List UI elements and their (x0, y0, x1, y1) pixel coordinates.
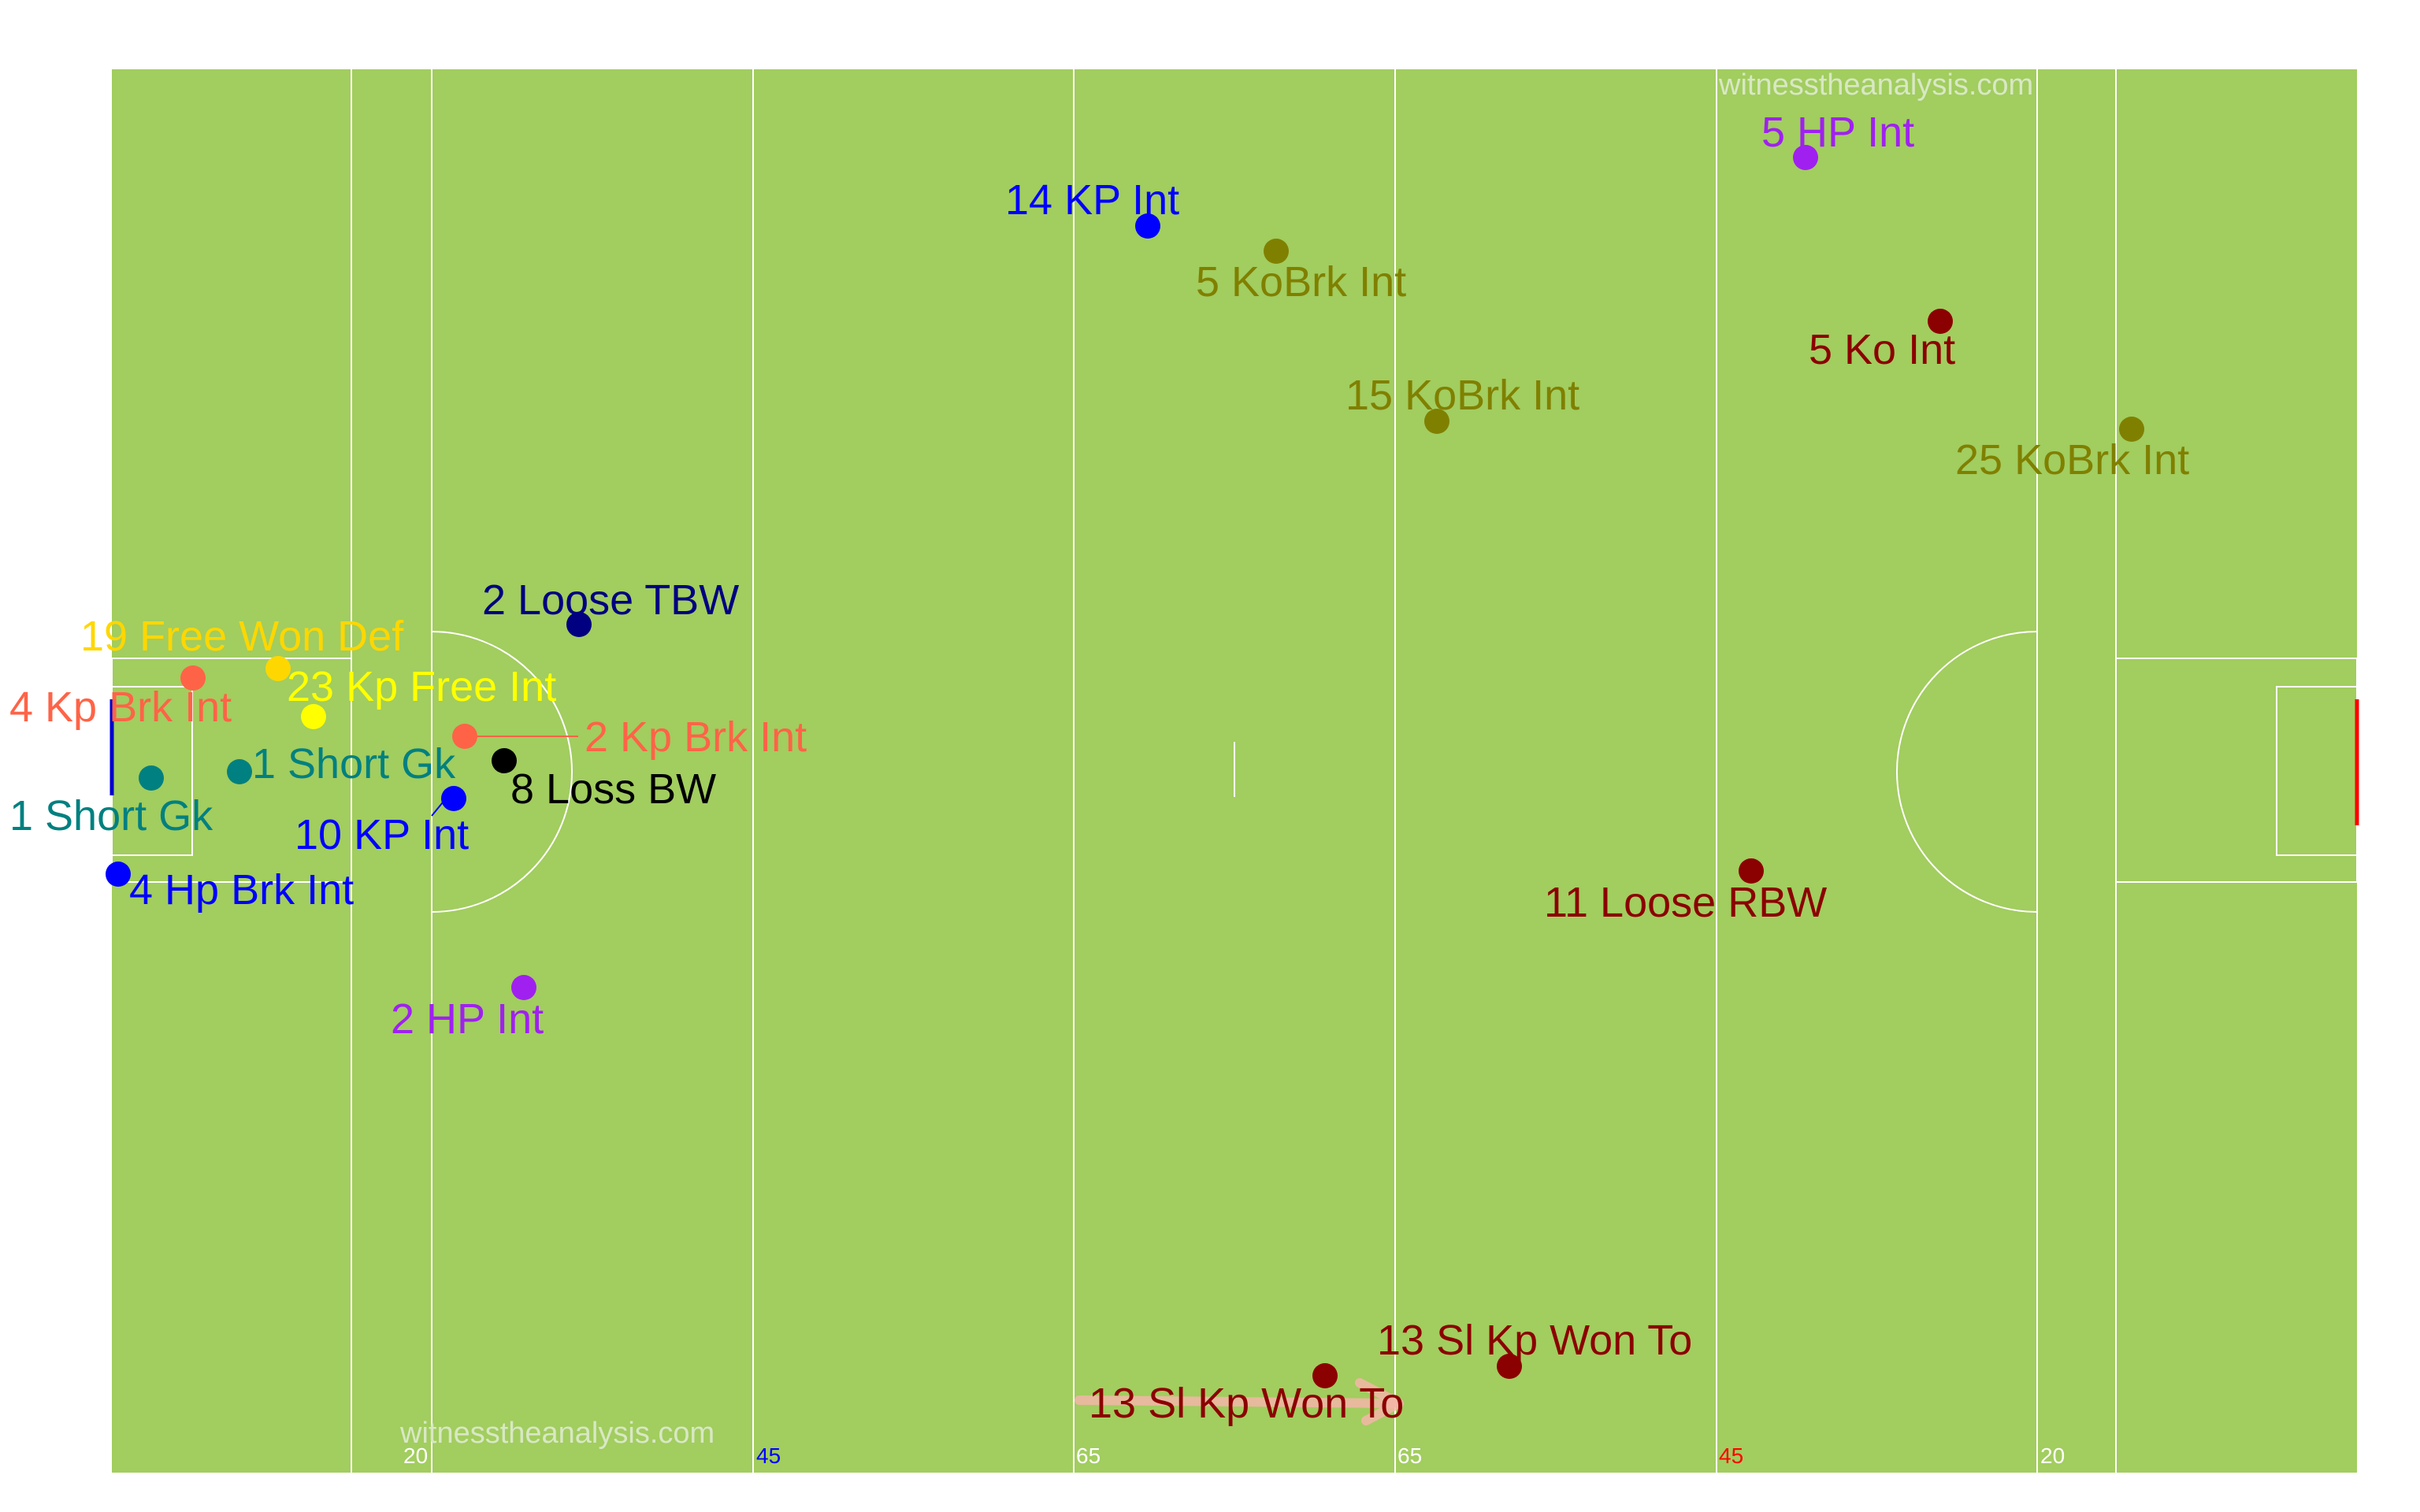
event-point (227, 759, 252, 784)
event-point (1424, 409, 1449, 434)
event-label: 10 KP Int (295, 811, 469, 858)
event-point (106, 862, 131, 887)
line-marker: 20 (2040, 1443, 2065, 1468)
event-label: 8 Loss BW (510, 765, 716, 813)
event-label: 25 KoBrk Int (1955, 436, 2189, 484)
event-point (452, 724, 477, 749)
event-label: 23 Kp Free Int (287, 663, 556, 710)
event-label: 5 Ko Int (1809, 326, 1955, 373)
event-point (1928, 309, 1953, 334)
event-label: 4 Kp Brk Int (9, 684, 232, 731)
event-point (1135, 213, 1160, 239)
event-label: 1 Short Gk (9, 792, 213, 839)
event-point (566, 612, 592, 637)
event-label: 4 Hp Brk Int (129, 866, 354, 914)
event-label: 15 KoBrk Int (1345, 372, 1579, 419)
line-marker: 45 (1719, 1443, 1743, 1468)
event-point (1793, 145, 1818, 170)
left-arc (431, 631, 573, 913)
event-point (1264, 239, 1289, 264)
event-point (1312, 1363, 1338, 1388)
line-marker: 45 (756, 1443, 781, 1468)
event-point (1739, 858, 1764, 884)
event-point (301, 704, 326, 729)
event-label: 1 Short Gk (252, 740, 456, 788)
event-point (492, 748, 517, 773)
watermark-top: witnesstheanalysis.com (1718, 69, 2033, 102)
event-label: 5 HP Int (1761, 109, 1914, 156)
event-point (139, 765, 164, 791)
sl-kp-trail (1075, 1395, 1397, 1408)
right-arc (1896, 631, 2038, 913)
event-label: 2 Kp Brk Int (585, 713, 807, 761)
event-label: 2 Loose TBW (482, 576, 739, 624)
event-point (1497, 1354, 1522, 1379)
line-markers: 20 45 65 65 45 20 (403, 1443, 2065, 1468)
events-layer: 5 HP Int 14 KP Int 5 KoBrk Int 5 Ko Int 15 K… (9, 109, 2189, 1427)
event-label: 5 KoBrk Int (1196, 258, 1406, 306)
event-label: 13 Sl Kp Won To (1089, 1380, 1404, 1427)
event-label: 14 KP Int (1005, 176, 1179, 224)
line-marker: 65 (1397, 1443, 1422, 1468)
event-label: 13 Sl Kp Won To (1377, 1317, 1692, 1364)
event-point (180, 665, 206, 691)
event-point (2119, 417, 2144, 442)
event-point (511, 975, 536, 1000)
event-label: 11 Loose RBW (1544, 879, 1827, 926)
watermark-bottom: witnesstheanalysis.com (399, 1417, 714, 1450)
sl-kp-trail-arrow (1355, 1378, 1404, 1425)
line-marker: 65 (1076, 1443, 1101, 1468)
line-marker: 20 (403, 1443, 428, 1468)
event-label: 19 Free Won Def (80, 613, 404, 660)
event-point (265, 656, 291, 681)
event-point (441, 786, 466, 811)
event-label: 2 HP Int (391, 995, 544, 1043)
